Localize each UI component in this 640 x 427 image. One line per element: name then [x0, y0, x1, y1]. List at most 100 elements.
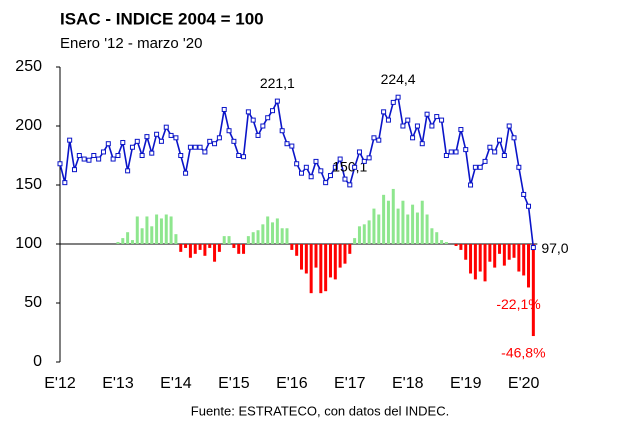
bar	[246, 236, 250, 244]
bar	[512, 244, 516, 258]
bar	[169, 216, 173, 244]
bar	[415, 212, 419, 244]
marker	[265, 115, 271, 121]
bar	[126, 232, 130, 244]
marker	[125, 168, 131, 174]
marker	[178, 153, 184, 158]
bar	[256, 230, 260, 244]
source-note: Fuente: ESTRATECO, con datos del INDEC.	[191, 403, 449, 418]
marker	[526, 203, 532, 209]
marker	[487, 144, 493, 150]
marker	[332, 164, 338, 170]
marker	[342, 176, 348, 182]
marker	[62, 180, 68, 186]
bar	[391, 188, 395, 244]
marker	[163, 124, 169, 130]
marker	[149, 150, 155, 156]
x-tick-label: E'14	[160, 375, 192, 392]
bar	[372, 208, 376, 244]
bar	[271, 222, 275, 244]
marker	[120, 140, 126, 146]
data-label: 221,1	[260, 75, 295, 91]
marker	[144, 134, 150, 140]
marker	[279, 128, 285, 134]
marker	[414, 123, 420, 129]
bar	[285, 228, 289, 244]
bar	[130, 240, 134, 244]
bar	[198, 244, 202, 250]
bar	[140, 228, 144, 244]
marker	[477, 164, 483, 170]
bar	[222, 236, 226, 244]
marker	[270, 108, 276, 114]
bar	[266, 216, 270, 244]
bar	[377, 214, 381, 244]
marker	[337, 156, 343, 162]
marker	[434, 114, 440, 120]
bar	[213, 244, 217, 262]
marker	[241, 154, 247, 160]
marker	[347, 182, 353, 188]
marker	[376, 137, 382, 143]
marker	[289, 143, 295, 149]
marker	[168, 132, 174, 138]
marker	[202, 149, 208, 155]
bar	[444, 242, 448, 244]
marker	[197, 144, 203, 150]
marker	[366, 155, 372, 161]
bar	[319, 244, 323, 294]
marker	[424, 111, 430, 117]
bar	[300, 244, 303, 270]
marker	[81, 156, 87, 162]
bar	[522, 244, 526, 276]
bar	[217, 244, 221, 252]
bar	[488, 244, 492, 262]
marker	[294, 161, 300, 167]
bar	[121, 238, 125, 244]
bar	[188, 244, 192, 258]
x-tick-label: E'15	[218, 375, 250, 392]
marker	[439, 117, 445, 123]
bar	[208, 244, 212, 248]
bar	[478, 244, 482, 272]
marker	[352, 164, 358, 170]
marker	[468, 182, 474, 188]
marker	[212, 141, 218, 147]
marker	[443, 153, 449, 158]
marker	[245, 109, 251, 115]
marker	[57, 161, 63, 167]
bar	[324, 244, 328, 292]
chart-subtitle: Enero '12 - marzo '20	[60, 35, 202, 52]
bar	[454, 244, 458, 246]
marker	[284, 141, 290, 147]
bar	[382, 194, 386, 244]
bar	[155, 214, 159, 244]
bar	[493, 244, 497, 268]
marker	[110, 156, 116, 162]
y-tick-label: 150	[15, 176, 42, 193]
bar	[314, 244, 318, 268]
marker	[497, 137, 503, 143]
bar	[396, 208, 400, 244]
marker	[216, 135, 222, 141]
marker	[303, 164, 309, 170]
bar	[237, 244, 241, 254]
marker	[96, 156, 102, 162]
bar	[469, 244, 473, 274]
marker	[76, 153, 82, 158]
marker	[453, 149, 459, 155]
marker	[250, 117, 256, 123]
x-tick-label: E'16	[276, 375, 308, 392]
bar	[333, 244, 337, 280]
bar	[295, 244, 299, 256]
marker	[323, 180, 329, 186]
bar	[328, 244, 332, 278]
marker	[115, 153, 121, 158]
marker	[521, 191, 527, 197]
marker	[105, 141, 111, 147]
bar	[232, 244, 236, 248]
y-tick-label: 200	[15, 117, 42, 134]
y-tick-label: 100	[15, 235, 42, 252]
bar	[304, 244, 308, 274]
bar	[150, 226, 154, 244]
